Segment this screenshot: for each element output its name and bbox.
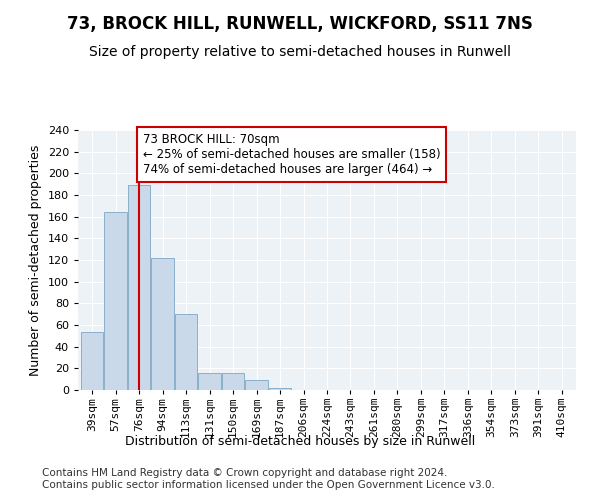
Text: Distribution of semi-detached houses by size in Runwell: Distribution of semi-detached houses by … [125, 435, 475, 448]
Y-axis label: Number of semi-detached properties: Number of semi-detached properties [29, 144, 42, 376]
Text: Contains HM Land Registry data © Crown copyright and database right 2024.
Contai: Contains HM Land Registry data © Crown c… [42, 468, 495, 490]
Bar [269, 388, 291, 390]
Bar [81, 332, 103, 390]
Text: Size of property relative to semi-detached houses in Runwell: Size of property relative to semi-detach… [89, 45, 511, 59]
Bar [175, 314, 197, 390]
Bar [151, 258, 174, 390]
Bar [104, 212, 127, 390]
Bar [222, 372, 244, 390]
Bar [245, 380, 268, 390]
Bar [199, 372, 221, 390]
Bar [128, 185, 150, 390]
Text: 73, BROCK HILL, RUNWELL, WICKFORD, SS11 7NS: 73, BROCK HILL, RUNWELL, WICKFORD, SS11 … [67, 15, 533, 33]
Text: 73 BROCK HILL: 70sqm
← 25% of semi-detached houses are smaller (158)
74% of semi: 73 BROCK HILL: 70sqm ← 25% of semi-detac… [143, 133, 440, 176]
